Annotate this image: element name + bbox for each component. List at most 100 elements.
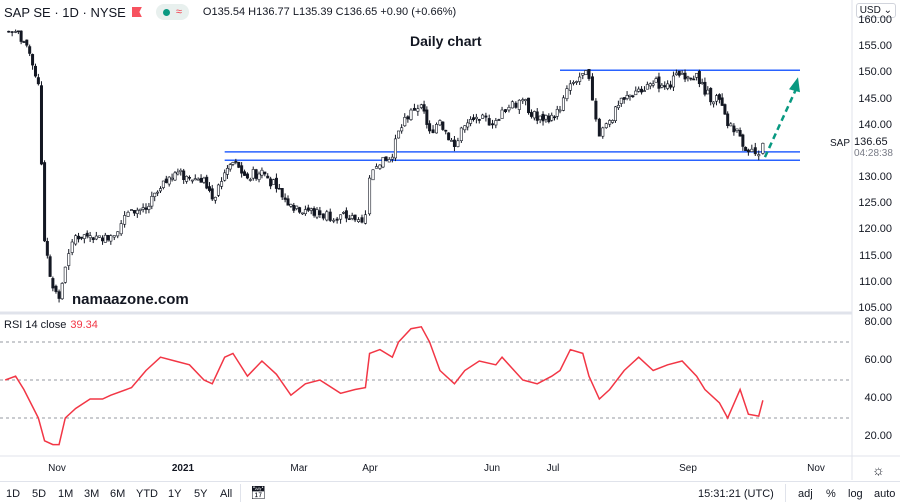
candle-body xyxy=(341,212,345,214)
candle-body xyxy=(663,85,667,88)
candle-body xyxy=(561,97,565,111)
range-button-5y[interactable]: 5Y xyxy=(194,488,208,500)
arrow-head-icon xyxy=(788,77,800,93)
candle-body xyxy=(10,31,14,33)
range-button-1y[interactable]: 1Y xyxy=(168,488,182,500)
candle-body xyxy=(434,124,438,134)
range-button-all[interactable]: All xyxy=(220,488,233,500)
settings-gear-icon[interactable]: ☼ xyxy=(872,462,885,478)
candle-body xyxy=(325,211,329,221)
candle-body xyxy=(374,166,378,169)
toolbar-divider xyxy=(240,484,241,502)
candle-body xyxy=(558,109,562,112)
candle-body xyxy=(552,116,556,119)
candle-body xyxy=(347,218,351,220)
candle-body xyxy=(477,118,481,121)
toggle-auto[interactable]: auto xyxy=(874,488,896,500)
toggle-log[interactable]: log xyxy=(848,488,863,500)
candle-body xyxy=(182,170,186,181)
range-button-ytd[interactable]: YTD xyxy=(136,488,158,500)
candle-body xyxy=(266,175,270,179)
candle-body xyxy=(700,82,704,84)
market-open-icon xyxy=(162,8,170,16)
last-price-symbol: SAP xyxy=(830,138,851,149)
watermark-text: namaazone.com xyxy=(72,291,189,308)
range-button-1d[interactable]: 1D xyxy=(6,488,21,500)
candle-body xyxy=(28,46,32,54)
symbol-title[interactable]: SAP SE · 1D · NYSE xyxy=(4,4,126,20)
candle-body xyxy=(594,100,598,120)
price-tick: 150.00 xyxy=(858,66,892,79)
time-tick: Jun xyxy=(483,463,501,474)
bar-countdown: 04:28:38 xyxy=(854,148,893,159)
candle-body xyxy=(510,101,514,109)
flag-icon[interactable] xyxy=(131,7,142,17)
candle-body xyxy=(153,192,157,197)
candle-body xyxy=(74,235,78,245)
candle-body xyxy=(303,209,307,215)
candle-body xyxy=(103,234,107,243)
candle-body xyxy=(637,88,641,92)
candle-body xyxy=(112,235,116,238)
rsi-tick: 80.00 xyxy=(864,316,892,328)
rsi-legend[interactable]: RSI 14 close 39.34 xyxy=(4,319,98,331)
candle-body xyxy=(77,235,81,240)
candle-body xyxy=(378,164,382,169)
candle-body xyxy=(328,211,332,221)
candle-body xyxy=(544,115,548,120)
candle-body xyxy=(48,256,52,277)
candle-body xyxy=(272,179,276,185)
price-tick: 115.00 xyxy=(859,249,892,262)
range-button-1m[interactable]: 1M xyxy=(58,488,74,500)
candle-body xyxy=(447,132,451,141)
candle-body xyxy=(450,140,454,142)
goto-date-calendar-icon[interactable]: 📅︎ xyxy=(250,485,267,500)
range-button-6m[interactable]: 6M xyxy=(110,488,126,500)
candle-body xyxy=(471,117,475,120)
candle-body xyxy=(631,95,635,98)
candle-body xyxy=(619,97,623,104)
time-tick: 2021 xyxy=(171,463,195,474)
candle-body xyxy=(220,181,224,187)
candle-body xyxy=(575,81,579,83)
candle-body xyxy=(225,168,229,175)
candle-body xyxy=(357,219,361,222)
candle-body xyxy=(400,127,404,132)
candle-body xyxy=(371,169,375,181)
candle-body xyxy=(491,123,495,126)
candle-body xyxy=(648,83,652,87)
candle-body xyxy=(720,97,724,106)
candle-body xyxy=(547,115,551,123)
candle-body xyxy=(689,77,693,80)
candle-body xyxy=(51,278,55,289)
candle-body xyxy=(651,83,655,86)
candle-body xyxy=(135,209,139,214)
range-button-3m[interactable]: 3M xyxy=(84,488,100,500)
candle-body xyxy=(213,196,217,201)
candle-body xyxy=(746,149,750,153)
candle-body xyxy=(677,70,681,76)
candle-body xyxy=(500,109,504,119)
toggle-percent[interactable]: % xyxy=(826,488,836,500)
range-button-5d[interactable]: 5D xyxy=(32,488,47,500)
candle-body xyxy=(452,139,456,147)
chart-annotation-title[interactable]: Daily chart xyxy=(410,33,482,49)
candle-body xyxy=(159,188,163,192)
candle-body xyxy=(43,162,47,242)
clock-timezone[interactable]: 15:31:21 (UTC) xyxy=(698,488,774,500)
toggle-adj[interactable]: adj xyxy=(798,488,813,500)
candle-body xyxy=(578,76,582,82)
price-tick: 160.00 xyxy=(858,14,892,26)
projection-arrow[interactable] xyxy=(763,88,798,158)
candle-body xyxy=(669,84,673,88)
candle-body xyxy=(164,178,168,183)
candle-body xyxy=(527,97,531,114)
candle-body xyxy=(393,138,397,159)
candle-body xyxy=(161,180,165,188)
open-value: O135.54 xyxy=(202,6,246,18)
market-status[interactable]: ≈ xyxy=(155,4,189,20)
currency-select[interactable]: USD ⌄ xyxy=(855,3,896,18)
price-tick: 125.00 xyxy=(858,197,892,210)
candle-body xyxy=(419,104,423,108)
